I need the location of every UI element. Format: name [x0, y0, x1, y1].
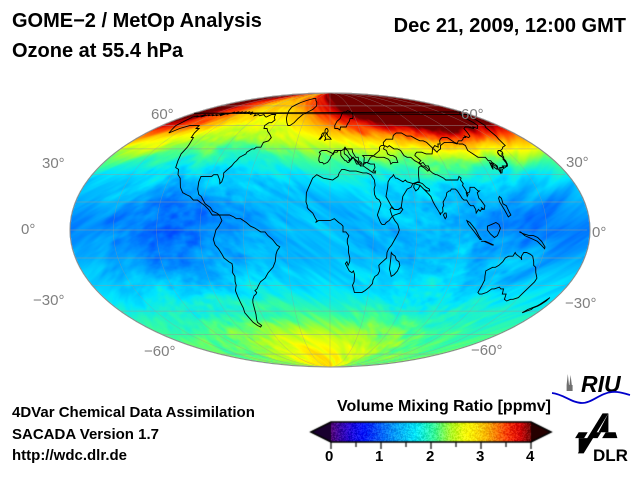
svg-text:RIU: RIU — [581, 371, 622, 397]
svg-text:DLR: DLR — [593, 446, 628, 465]
